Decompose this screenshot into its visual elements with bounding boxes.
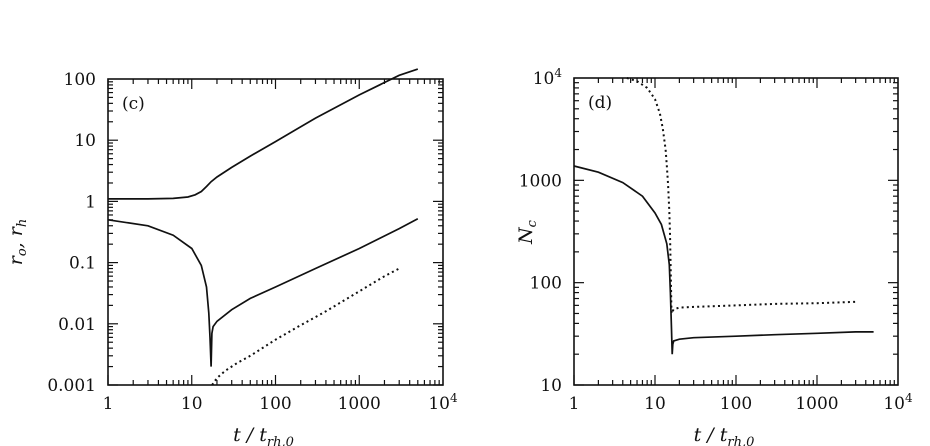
x-tick-label: 1 <box>103 394 114 414</box>
y-tick-label: 0.01 <box>58 315 96 335</box>
x-tick-label: 104 <box>428 391 458 414</box>
x-tick-label: 10 <box>644 394 666 414</box>
x-tick-label: 100 <box>259 394 291 414</box>
panel-label: (d) <box>588 93 612 113</box>
y-tick-label: 0.001 <box>47 376 96 396</box>
y-axis-label: Nc <box>515 219 540 245</box>
plot-frame <box>573 77 899 386</box>
y-axis-label: ro, rh <box>5 219 30 265</box>
y-tick-label: 100 <box>530 274 562 294</box>
series-line-2-solid <box>107 218 419 367</box>
chart-panel-d: 1 10 100 1000 104 10 100 1000 104 (d) t / trh,0 Nc <box>515 66 913 446</box>
y-tick-label: 0.1 <box>69 254 96 274</box>
x-tick-label: 100 <box>720 394 752 414</box>
y-tick-label: 1000 <box>519 171 562 191</box>
x-tick-label: 104 <box>883 391 913 414</box>
x-tick-label: 1000 <box>795 394 838 414</box>
x-tick-label: 1000 <box>338 394 381 414</box>
x-axis-label: t / trh,0 <box>233 424 294 446</box>
y-tick-label: 1 <box>85 192 96 212</box>
x-tick-label: 10 <box>181 394 203 414</box>
series-line-1-solid <box>108 68 419 200</box>
y-tick-label: 100 <box>64 70 96 90</box>
series-line-3-dotted <box>211 267 400 386</box>
y-tick-label: 104 <box>533 66 563 89</box>
x-axis-label: t / trh,0 <box>694 424 755 446</box>
chart-panel-c: 1 10 100 1000 104 0.001 0.01 0.1 1 10 100 (c) t / tr… <box>5 68 458 446</box>
panel-label: (c) <box>122 94 145 114</box>
y-tick-label: 10 <box>540 376 562 396</box>
series-line-1-solid <box>573 165 874 355</box>
series-line-2-dotted <box>626 77 856 314</box>
y-tick-label: 10 <box>74 131 96 151</box>
x-tick-label: 1 <box>569 394 580 414</box>
